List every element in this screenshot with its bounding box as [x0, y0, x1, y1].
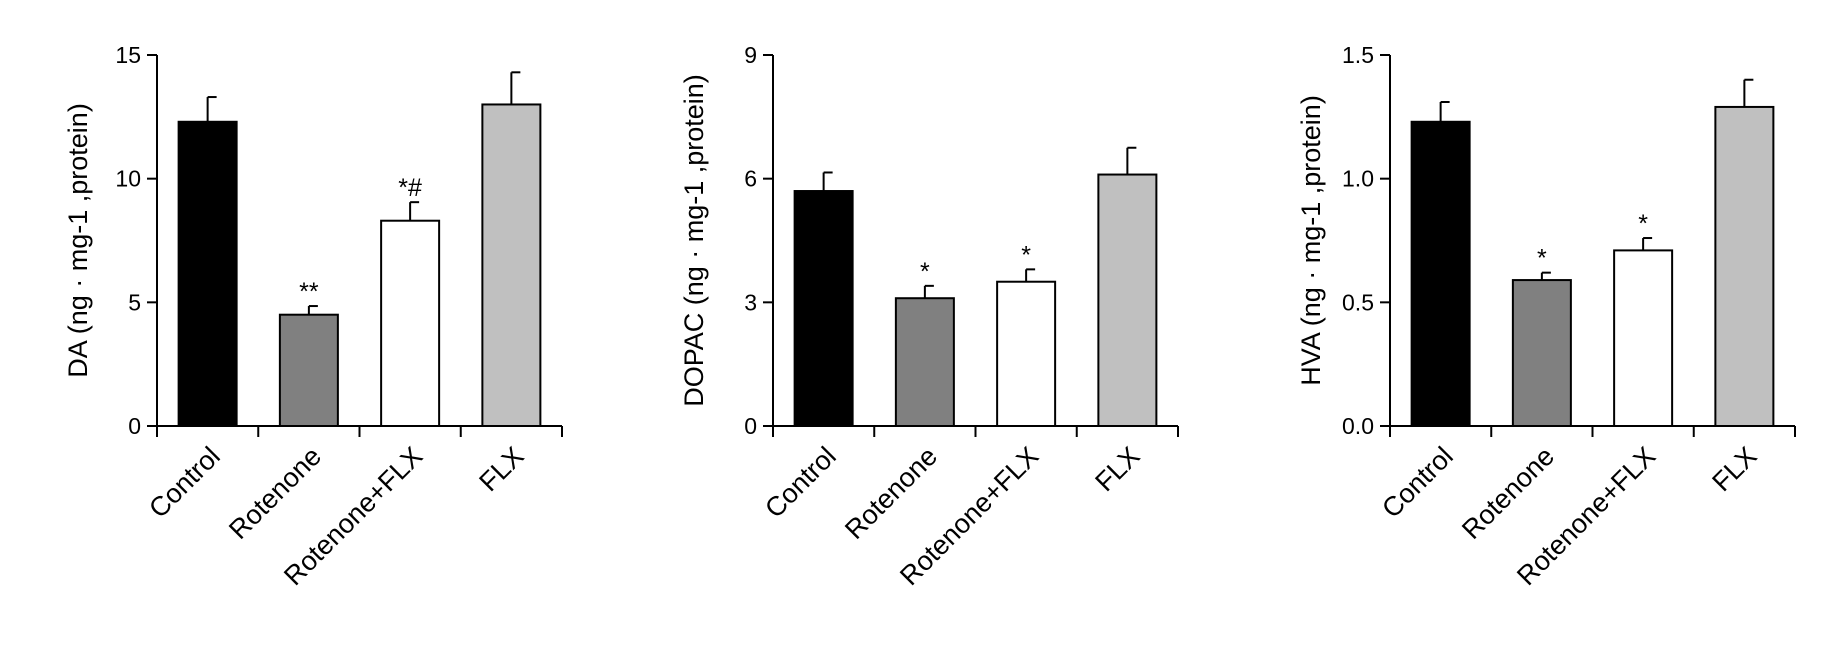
bar — [894, 297, 955, 428]
y-tick-label: 10 — [115, 166, 141, 192]
y-tick-label: 1.5 — [1342, 42, 1374, 68]
significance-label: * — [1638, 210, 1648, 238]
x-tick-label: Control — [759, 441, 842, 524]
bar — [793, 190, 854, 427]
y-tick-label: 5 — [128, 289, 141, 315]
bar — [278, 313, 339, 428]
y-tick-label: 15 — [115, 42, 141, 68]
significance-label: * — [1537, 245, 1547, 273]
y-axis-label: DOPAC (ng · mg-1 ,protein) — [679, 74, 709, 407]
y-axis-label: HVA (ng · mg-1 ,protein) — [1296, 95, 1326, 386]
bar — [996, 280, 1057, 427]
x-tick-label: FLX — [1706, 441, 1762, 497]
x-tick-label: Control — [1376, 441, 1459, 524]
y-tick-label: 6 — [744, 166, 757, 192]
significance-label: ** — [299, 278, 319, 306]
y-tick-label: 0.0 — [1342, 413, 1374, 439]
bar — [177, 120, 238, 427]
y-tick-label: 1.0 — [1342, 166, 1374, 192]
significance-label: * — [1021, 241, 1031, 269]
bar — [1714, 105, 1775, 427]
x-tick-label: FLX — [1089, 441, 1145, 497]
y-tick-label: 9 — [744, 42, 757, 68]
y-tick-label: 0.5 — [1342, 289, 1374, 315]
y-axis-label: DA (ng · mg-1 ,protein) — [63, 103, 93, 378]
bar — [481, 103, 542, 427]
x-tick-label: Control — [143, 441, 226, 524]
y-tick-label: 0 — [744, 413, 757, 439]
x-tick-label: FLX — [473, 441, 529, 497]
y-tick-label: 3 — [744, 289, 757, 315]
bar — [1097, 173, 1158, 427]
bar — [1511, 279, 1572, 427]
significance-label: * — [920, 258, 930, 286]
y-tick-label: 0 — [128, 413, 141, 439]
bar — [1613, 249, 1674, 427]
bar — [380, 219, 441, 427]
bar — [1410, 120, 1471, 427]
x-tick-label: Rotenone — [1456, 441, 1560, 545]
x-tick-label: Rotenone — [223, 441, 327, 545]
x-tick-label: Rotenone — [839, 441, 943, 545]
significance-label: *# — [398, 174, 422, 202]
